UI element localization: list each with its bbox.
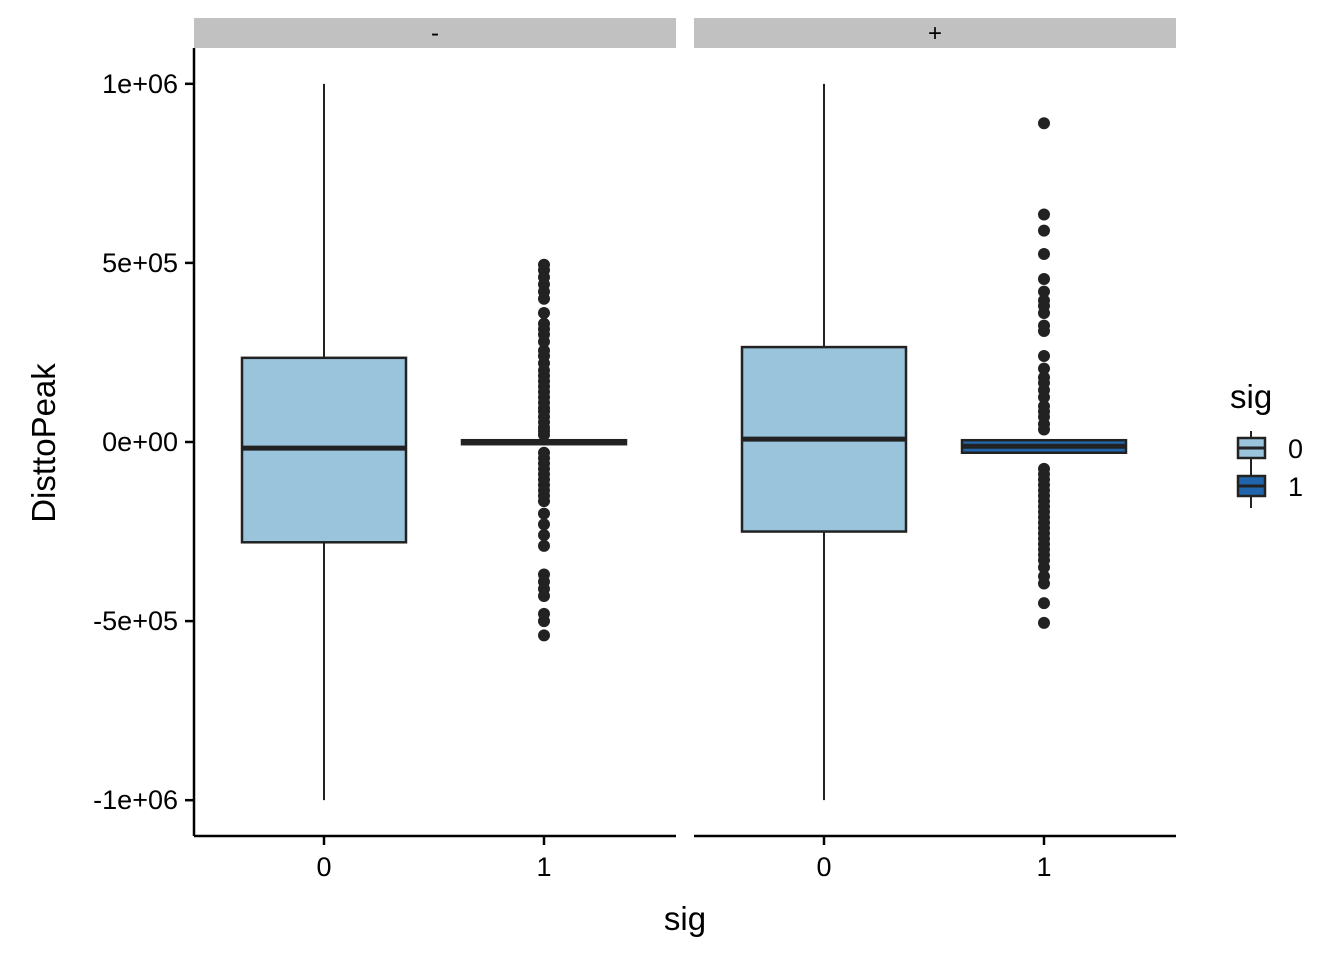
- outlier-point: [1038, 224, 1050, 237]
- y-tick-label: 5e+05: [102, 248, 178, 278]
- outlier-point: [1038, 350, 1050, 363]
- outlier-point: [538, 629, 550, 642]
- y-tick-label: 0e+00: [102, 427, 178, 457]
- legend-label: 1: [1288, 472, 1303, 502]
- box-1: [960, 117, 1128, 629]
- y-axis-title: DisttoPeak: [25, 363, 62, 523]
- box-1: [460, 258, 628, 642]
- x-tick-label: 1: [1036, 852, 1051, 882]
- outlier-point: [538, 590, 550, 603]
- outlier-point: [538, 518, 550, 531]
- outlier-point: [538, 507, 550, 520]
- outlier-point: [1038, 362, 1050, 375]
- legend-label: 0: [1288, 434, 1303, 464]
- y-axis: 1e+06 5e+05 0e+00 -5e+05 -1e+06: [93, 48, 196, 836]
- outlier-point: [1038, 247, 1050, 260]
- outlier-point: [538, 615, 550, 628]
- outlier-point: [1038, 577, 1050, 590]
- outlier-point: [1038, 423, 1050, 436]
- y-tick-label: -1e+06: [93, 785, 178, 815]
- outlier-point: [538, 292, 550, 305]
- outlier-point: [1038, 307, 1050, 320]
- outlier-point: [538, 529, 550, 542]
- x-tick-label: 0: [816, 852, 831, 882]
- box-0: [740, 83, 908, 801]
- legend-entry: 1: [1236, 469, 1303, 508]
- outlier-point: [1038, 391, 1050, 404]
- box-0: [240, 83, 408, 801]
- facet-strip-label: +: [928, 20, 942, 47]
- facet-panel: - 0 1: [194, 18, 676, 882]
- outlier-point: [1038, 117, 1050, 130]
- outlier-point: [1038, 273, 1050, 286]
- panels-layer: - 0 1 +0 1: [194, 18, 1176, 882]
- facet-strip: [694, 18, 1176, 48]
- x-tick-label: 1: [536, 852, 551, 882]
- facet-panel: +0 1: [694, 18, 1176, 882]
- legend: sig 0 1: [1230, 378, 1303, 508]
- facet-strip-label: -: [431, 20, 439, 47]
- outlier-point: [1038, 597, 1050, 610]
- outlier-point: [538, 307, 550, 320]
- y-tick-label: 1e+06: [102, 69, 178, 99]
- outlier-point: [1038, 561, 1050, 574]
- legend-title: sig: [1230, 378, 1272, 415]
- facet-strip: [194, 18, 676, 48]
- legend-entry: 0: [1236, 431, 1303, 470]
- outlier-point: [1038, 208, 1050, 221]
- outlier-point: [538, 539, 550, 552]
- outlier-point: [538, 495, 550, 508]
- x-tick-label: 0: [316, 852, 331, 882]
- outlier-point: [538, 428, 550, 441]
- outlier-point: [1038, 324, 1050, 337]
- outlier-point: [1038, 616, 1050, 629]
- outlier-point: [1038, 285, 1050, 298]
- outlier-point: [538, 335, 550, 348]
- x-axis-title: sig: [664, 900, 706, 937]
- y-tick-label: -5e+05: [93, 606, 178, 636]
